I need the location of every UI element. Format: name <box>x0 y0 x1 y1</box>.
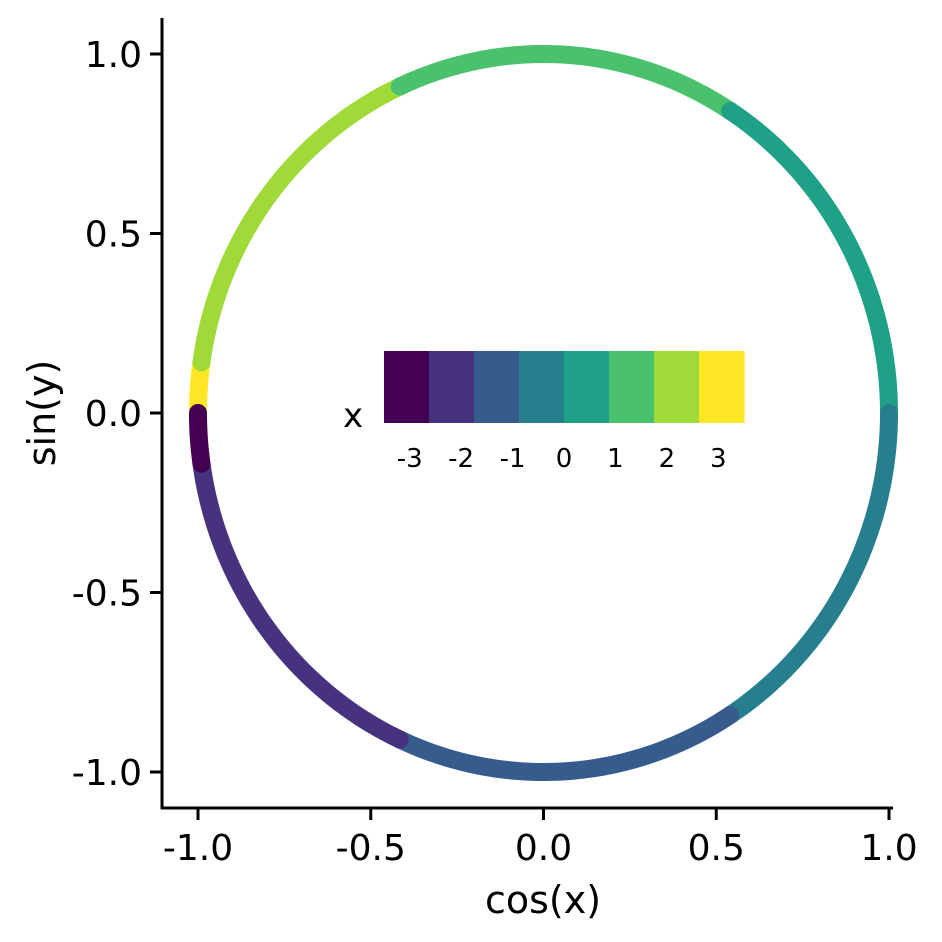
legend-color-box <box>654 351 700 423</box>
legend-tick-label: -1 <box>500 444 526 474</box>
x-tick-label: -0.5 <box>336 828 406 869</box>
curve-segment-3 <box>721 101 898 422</box>
x-axis-title: cos(x) <box>485 878 601 922</box>
curve-segment-2 <box>390 45 740 120</box>
y-tick-label: 0.5 <box>85 215 142 256</box>
legend-tick-label: -2 <box>448 444 474 474</box>
y-axis-title: sin(y) <box>20 360 64 467</box>
x-tick-label: 1.0 <box>860 828 917 869</box>
legend-color-box <box>384 351 430 423</box>
colorbar-legend: x -3 -2 -1 0 1 2 3 <box>343 351 745 474</box>
curve-segment-6 <box>192 454 409 749</box>
legend-color-box <box>429 351 475 423</box>
y-tick-label: -1.0 <box>72 753 142 794</box>
ticks-layer: -1.0 -0.5 0.0 0.5 1.0 1.0 0.5 0.0 -0.5 -1.0 <box>72 35 918 869</box>
x-tick-label: 0.0 <box>515 828 572 869</box>
y-tick-label: 0.0 <box>85 394 142 435</box>
curve-segment-5 <box>390 706 740 781</box>
legend-color-box <box>474 351 520 423</box>
x-tick-label: 0.5 <box>688 828 745 869</box>
legend-color-box <box>519 351 565 423</box>
legend-tick-label: -3 <box>397 444 423 474</box>
curve-layer <box>189 45 898 781</box>
curve-segment-7 <box>189 404 211 473</box>
legend-color-box <box>564 351 610 423</box>
legend-title: x <box>343 396 363 436</box>
curve-segment-4 <box>721 404 898 725</box>
legend-tick-label: 2 <box>659 444 676 474</box>
legend-tick-label: 3 <box>710 444 727 474</box>
legend-color-box <box>699 351 745 423</box>
curve-segment-1 <box>192 77 409 372</box>
y-tick-label: 1.0 <box>85 35 142 76</box>
legend-tick-label: 0 <box>556 444 573 474</box>
y-tick-label: -0.5 <box>72 574 142 615</box>
legend-tick-label: 1 <box>607 444 624 474</box>
x-tick-label: -1.0 <box>163 828 233 869</box>
legend-color-box <box>609 351 655 423</box>
